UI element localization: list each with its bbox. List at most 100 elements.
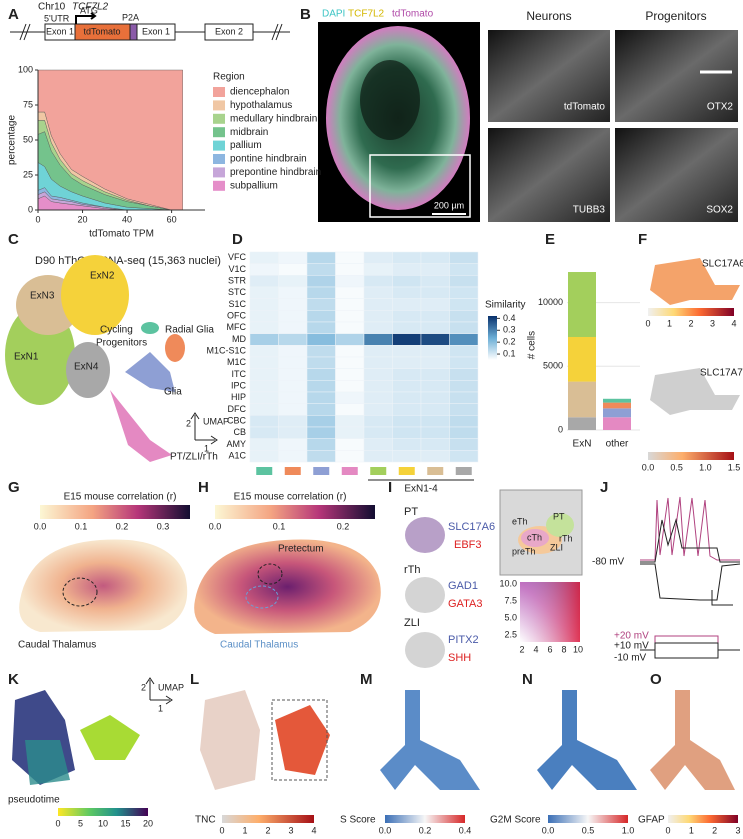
heat-cell bbox=[278, 450, 308, 463]
heat-cell bbox=[449, 333, 479, 346]
colorbar-label: Similarity bbox=[485, 300, 526, 311]
gene-label: GAD1 bbox=[448, 580, 478, 592]
heat-cell bbox=[420, 251, 450, 264]
heat-cell bbox=[420, 345, 450, 358]
colorbar-tick-label: 0.3 bbox=[157, 521, 170, 531]
y-tick-label: 10000 bbox=[538, 297, 563, 307]
cluster bbox=[165, 334, 185, 362]
key-tick-label: 7.5 bbox=[504, 595, 517, 605]
colorbar bbox=[548, 815, 628, 823]
region-label: rTh bbox=[404, 564, 421, 576]
panel-label: N bbox=[522, 671, 533, 688]
colorbar-tick-label: 1 bbox=[242, 825, 247, 835]
heat-cell bbox=[363, 263, 393, 276]
region-label: Caudal Thalamus bbox=[18, 640, 96, 651]
x-tick-label: ExN bbox=[573, 439, 592, 450]
break-mark bbox=[19, 23, 283, 41]
rest-label: -80 mV bbox=[592, 557, 625, 568]
heat-cell bbox=[420, 438, 450, 451]
panel-label: G bbox=[8, 479, 20, 496]
axis-arrows bbox=[190, 412, 218, 445]
exon bbox=[204, 23, 254, 41]
cluster bbox=[141, 322, 159, 334]
heat-cell bbox=[249, 321, 279, 334]
heat-cell bbox=[335, 298, 365, 311]
stain-label: tdTomato bbox=[392, 9, 434, 20]
umap-label: UMAP bbox=[203, 416, 229, 426]
region-outline bbox=[257, 563, 283, 585]
start-arrow bbox=[75, 12, 97, 24]
colorbar-tick-label: 0.2 bbox=[337, 521, 350, 531]
step-trace bbox=[640, 649, 740, 659]
key-tick-label: 4 bbox=[533, 644, 538, 654]
column-swatch bbox=[398, 467, 415, 475]
gene: TCF7L2 bbox=[72, 2, 109, 13]
umap-shape bbox=[25, 740, 70, 785]
x-tick-label: other bbox=[606, 439, 629, 450]
heat-cell bbox=[306, 321, 336, 334]
heat-cell bbox=[249, 263, 279, 276]
colorbar bbox=[215, 505, 375, 519]
heat-cell bbox=[249, 380, 279, 393]
step-label: +10 mV bbox=[614, 641, 649, 652]
heat-cell bbox=[449, 286, 479, 299]
colorbar-tick-label: 3 bbox=[288, 825, 293, 835]
colorbar-tick-label: 0.0 bbox=[209, 521, 222, 531]
x-tick-label: 20 bbox=[78, 214, 88, 224]
heat-cell bbox=[420, 391, 450, 404]
heat-cell bbox=[420, 356, 450, 369]
gene-label: SLC17A6 bbox=[702, 259, 743, 270]
bar-segment bbox=[568, 381, 596, 418]
heat-cell bbox=[335, 321, 365, 334]
heat-cell bbox=[306, 251, 336, 264]
legend-label: midbrain bbox=[230, 127, 268, 138]
heat-cell bbox=[392, 368, 422, 381]
heat-cell bbox=[306, 415, 336, 428]
heat-cell bbox=[249, 333, 279, 346]
panel-label: C bbox=[8, 231, 19, 248]
heat-cell bbox=[420, 380, 450, 393]
colorbar-tick-label: 2 bbox=[265, 825, 270, 835]
column-swatch bbox=[256, 467, 273, 475]
row-label: M1C-S1C bbox=[206, 346, 246, 356]
colorbar-tick-label: 10 bbox=[98, 818, 108, 828]
heat-cell bbox=[249, 368, 279, 381]
ephys-traces: -80 mV +20 mV +10 mV -10 mV bbox=[592, 496, 741, 664]
heat-cell bbox=[306, 275, 336, 288]
heat-cell bbox=[306, 450, 336, 463]
colorbar-tick-label: 0.0 bbox=[379, 825, 392, 835]
heat-cell bbox=[392, 251, 422, 264]
heat-cell bbox=[363, 298, 393, 311]
heat-cell bbox=[335, 438, 365, 451]
heat-cell bbox=[363, 356, 393, 369]
colorbar-tick-label: 0.1 bbox=[503, 348, 516, 358]
heat-cell bbox=[392, 263, 422, 276]
microscopy: 200 µm DAPI TCF7L2 tdTomato Neurons Prog… bbox=[318, 9, 738, 222]
colorbar-label: TNC bbox=[195, 815, 216, 826]
heat-cell bbox=[363, 438, 393, 451]
heat-cell bbox=[335, 368, 365, 381]
gene-label: SLC17A6 bbox=[448, 521, 495, 533]
x-tick-label: 60 bbox=[167, 214, 177, 224]
row-label: V1C bbox=[228, 264, 246, 274]
heat-cell bbox=[392, 275, 422, 288]
colorbar-tick-label: 2 bbox=[712, 825, 717, 835]
row-label: DFC bbox=[228, 404, 247, 414]
heat-cell bbox=[249, 275, 279, 288]
gene-label: EBF3 bbox=[454, 539, 482, 551]
colorbar-tick-label: 4 bbox=[731, 318, 736, 328]
heat-cell bbox=[278, 368, 308, 381]
umap-shape bbox=[650, 368, 740, 415]
panel-label: E bbox=[545, 231, 555, 248]
row-label: IPC bbox=[231, 381, 247, 391]
image bbox=[488, 30, 610, 122]
legend-swatch bbox=[213, 87, 225, 97]
heat-cell bbox=[363, 251, 393, 264]
heat-cell bbox=[249, 298, 279, 311]
key-tick-label: 2.5 bbox=[504, 629, 517, 639]
heat-cell bbox=[278, 380, 308, 393]
brain bbox=[194, 539, 381, 634]
cluster-label: ExN4 bbox=[74, 362, 99, 373]
axis-label: 1 bbox=[204, 443, 209, 453]
